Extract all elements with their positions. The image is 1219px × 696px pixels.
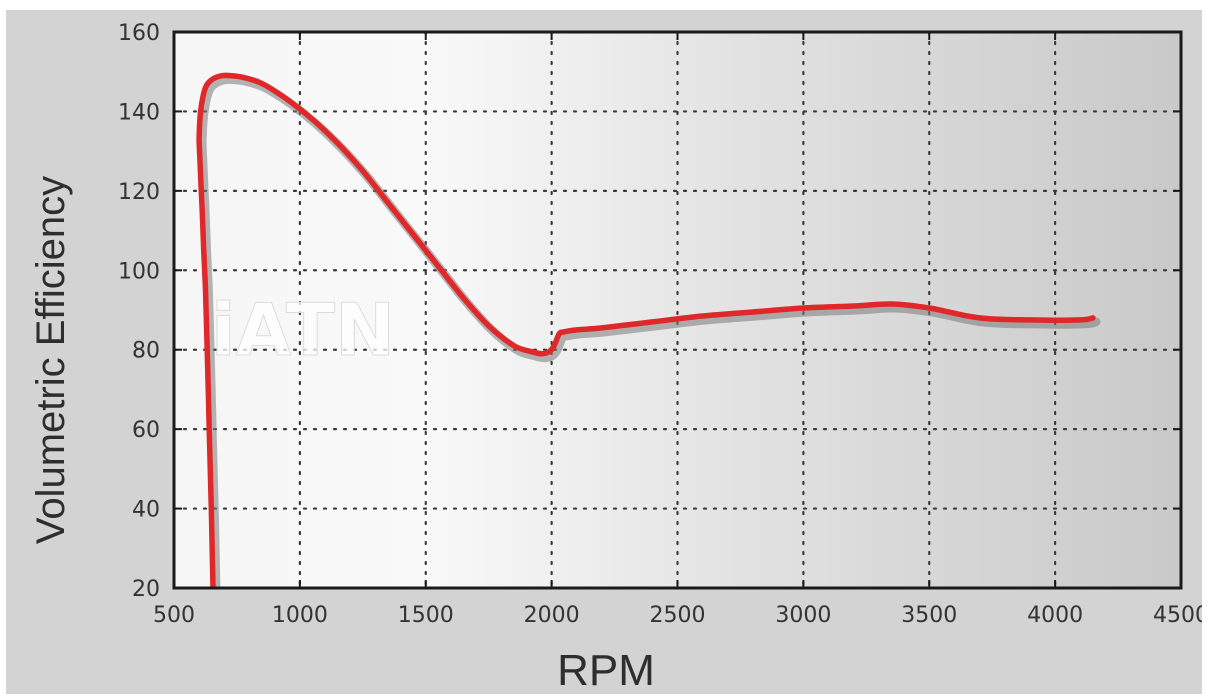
y-tick-label: 80	[132, 339, 160, 364]
x-tick-label: 2000	[524, 603, 580, 628]
y-axis-title: Volumetric Efficiency	[29, 176, 73, 544]
y-tick-label: 140	[118, 100, 160, 125]
series-line	[196, 72, 1096, 588]
x-tick-label: 1000	[272, 603, 328, 628]
y-tick-labels: 20 40 60 80 100 120 140 160	[118, 21, 160, 602]
x-tick-labels: 500 1000 1500 2000 2500 3000 3500 4000 4500	[153, 603, 1202, 628]
x-tick-label: 4000	[1027, 603, 1083, 628]
x-tick-label: 4500	[1153, 603, 1202, 628]
x-tick-label: 500	[153, 603, 195, 628]
chart-svg: iATN 20 40 60 80 100 120 140 160 500 1000 1500 200…	[29, 21, 1202, 694]
series-layer	[196, 72, 1101, 588]
chart-frame: iATN 20 40 60 80 100 120 140 160 500 1000 1500 200…	[6, 10, 1202, 694]
grid-lines	[172, 30, 1183, 590]
tick-marks	[173, 31, 1182, 589]
x-tick-label: 1500	[398, 603, 454, 628]
watermark-text: iATN	[211, 288, 395, 372]
y-tick-label: 40	[132, 498, 160, 523]
y-tick-label: 20	[132, 577, 160, 602]
x-tick-label: 3000	[775, 603, 831, 628]
y-tick-label: 100	[118, 259, 160, 284]
x-axis-title: RPM	[557, 646, 655, 694]
y-tick-label: 120	[118, 180, 160, 205]
x-tick-label: 2500	[650, 603, 706, 628]
x-tick-label: 3500	[901, 603, 957, 628]
y-tick-label: 160	[118, 21, 160, 46]
y-tick-label: 60	[132, 418, 160, 443]
